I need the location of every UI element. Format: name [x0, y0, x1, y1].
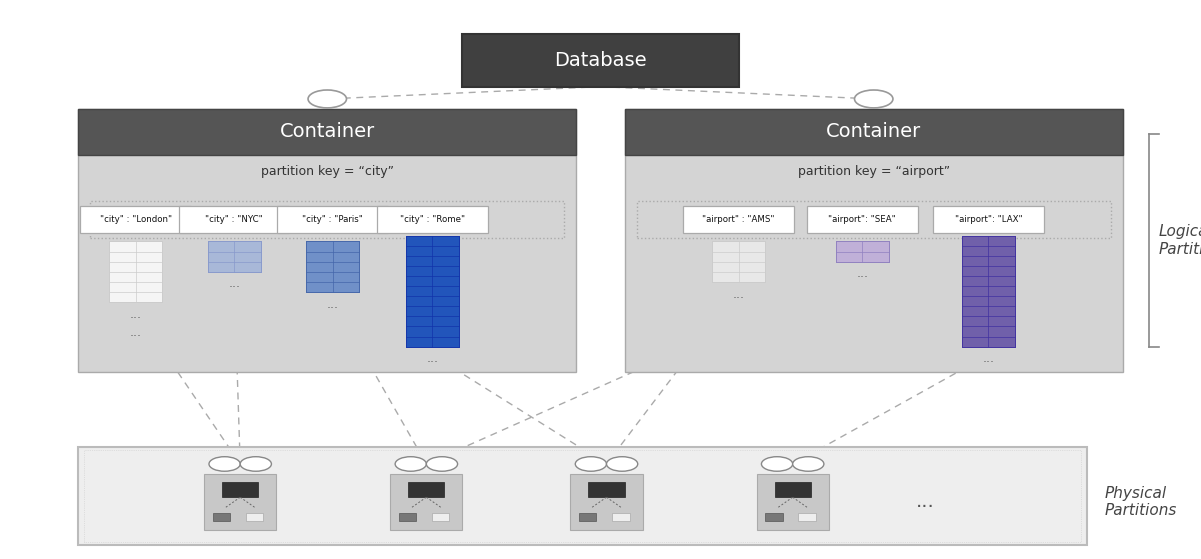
Text: Database: Database — [554, 51, 647, 69]
Text: ...: ... — [228, 277, 240, 291]
Text: ...: ... — [130, 326, 142, 339]
Text: Physical
Partitions: Physical Partitions — [1105, 486, 1177, 518]
Text: ...: ... — [982, 352, 994, 366]
Circle shape — [240, 457, 271, 471]
Bar — [432, 513, 449, 521]
Bar — [799, 513, 815, 521]
Bar — [775, 482, 811, 498]
Text: ...: ... — [856, 267, 868, 281]
Bar — [179, 206, 289, 233]
Text: ...: ... — [130, 307, 142, 321]
Bar — [933, 206, 1044, 233]
Bar — [807, 206, 918, 233]
Circle shape — [855, 90, 894, 108]
Bar — [408, 482, 444, 498]
Text: "airport" : "AMS": "airport" : "AMS" — [703, 215, 775, 224]
Bar — [625, 109, 1123, 155]
Circle shape — [761, 457, 793, 471]
Text: "airport": "LAX": "airport": "LAX" — [955, 215, 1022, 224]
Bar — [637, 201, 1111, 238]
Bar — [406, 236, 459, 347]
Bar — [204, 474, 276, 530]
Text: ...: ... — [733, 287, 745, 301]
Bar — [213, 513, 231, 521]
Circle shape — [426, 457, 458, 471]
Bar — [84, 450, 1081, 542]
Circle shape — [307, 90, 346, 108]
Bar — [78, 447, 1087, 545]
Circle shape — [607, 457, 638, 471]
Bar — [222, 482, 258, 498]
Text: partition key = “city”: partition key = “city” — [261, 165, 394, 178]
Circle shape — [395, 457, 426, 471]
Circle shape — [209, 457, 240, 471]
Bar — [712, 241, 765, 282]
Bar — [78, 109, 576, 372]
Text: partition key = “airport”: partition key = “airport” — [797, 165, 950, 178]
Text: ...: ... — [426, 352, 438, 366]
Text: "city" : "Rome": "city" : "Rome" — [400, 215, 465, 224]
Text: ...: ... — [915, 492, 934, 511]
Text: Logical
Partitions: Logical Partitions — [1159, 224, 1201, 257]
Text: Container: Container — [280, 122, 375, 141]
Text: Container: Container — [826, 122, 921, 141]
Bar — [588, 482, 625, 498]
Text: ...: ... — [327, 297, 339, 311]
Circle shape — [575, 457, 607, 471]
Text: "city" : "Paris": "city" : "Paris" — [303, 215, 363, 224]
Bar — [757, 474, 829, 530]
Bar — [377, 206, 488, 233]
Bar — [109, 241, 162, 302]
Bar — [570, 474, 643, 530]
Bar — [462, 34, 739, 87]
Text: "airport": "SEA": "airport": "SEA" — [829, 215, 896, 224]
Bar — [208, 241, 261, 272]
Bar — [836, 241, 889, 262]
Bar — [306, 241, 359, 292]
Bar — [399, 513, 417, 521]
Circle shape — [793, 457, 824, 471]
Bar — [613, 513, 629, 521]
Bar — [390, 474, 462, 530]
Bar — [246, 513, 263, 521]
Bar — [277, 206, 388, 233]
Bar — [579, 513, 597, 521]
Bar — [765, 513, 783, 521]
Text: "city" : "NYC": "city" : "NYC" — [205, 215, 263, 224]
Bar — [625, 109, 1123, 372]
Text: "city" : "London": "city" : "London" — [100, 215, 172, 224]
Bar — [962, 236, 1015, 347]
Bar — [683, 206, 794, 233]
Bar — [80, 206, 191, 233]
Bar — [90, 201, 564, 238]
Bar — [78, 109, 576, 155]
